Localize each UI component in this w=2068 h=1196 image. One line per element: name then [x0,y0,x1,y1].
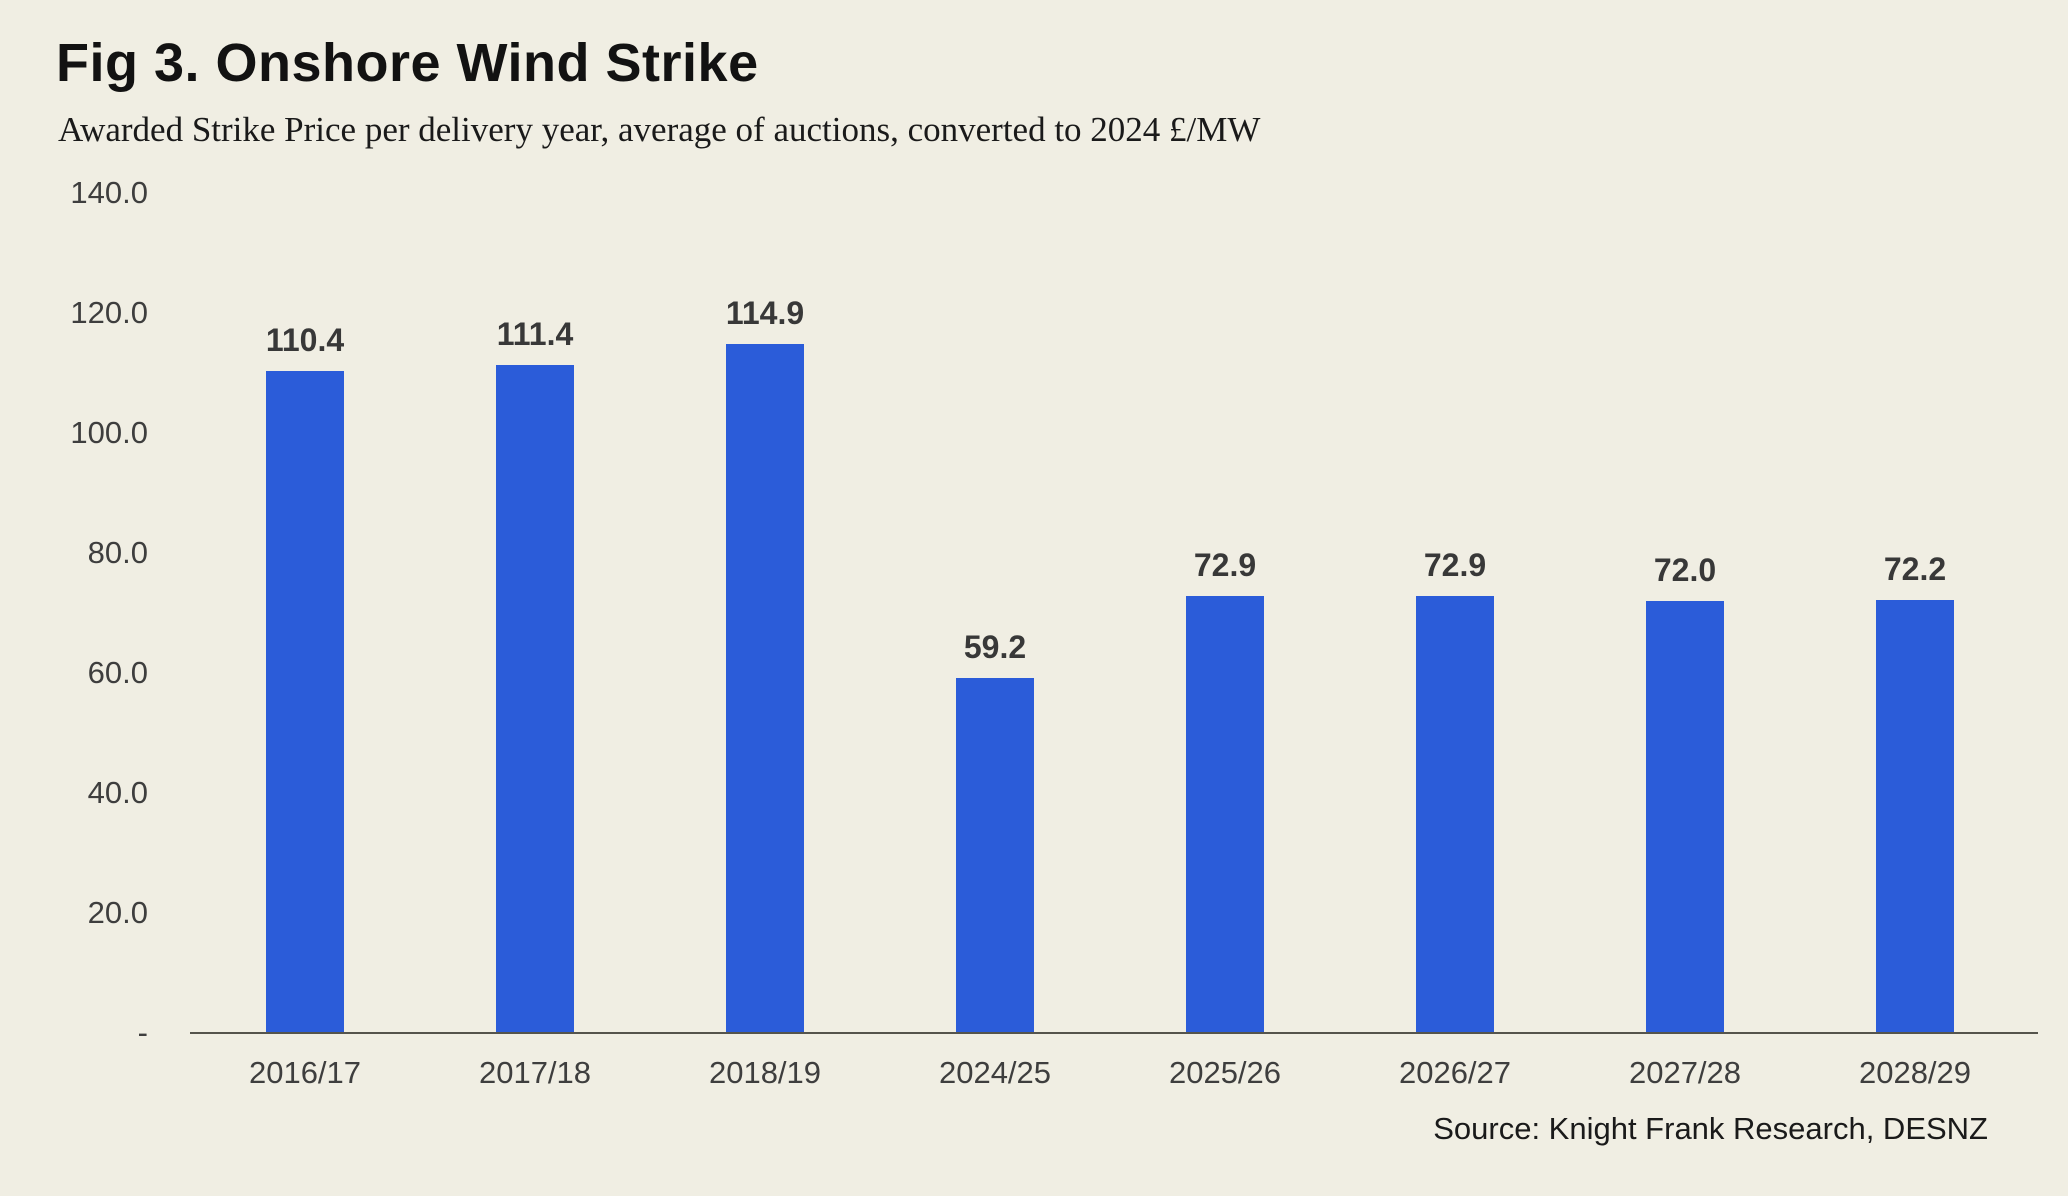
bar-value-label: 72.9 [1193,547,1257,583]
bar [726,344,804,1033]
bar [1876,600,1954,1033]
x-tick-label: 2016/17 [248,1055,362,1090]
bar [266,371,344,1033]
source-note: Source: Knight Frank Research, DESNZ [1433,1111,1988,1146]
x-tick-label: 2018/19 [708,1055,822,1090]
y-tick-label: 60.0 [87,655,148,690]
x-tick-label: 2024/25 [938,1055,1052,1090]
bar-value-label: 110.4 [265,322,345,358]
bar-value-label: 111.4 [496,316,574,352]
bar-value-label: 72.2 [1883,551,1947,587]
chart-title: Fig 3. Onshore Wind Strike [56,33,759,93]
y-tick-label: 40.0 [87,775,148,810]
x-axis-line [190,1032,2038,1034]
y-tick-label: 100.0 [70,415,148,450]
y-tick-label: 140.0 [70,175,148,210]
chart-subtitle: Awarded Strike Price per delivery year, … [58,110,1261,149]
x-tick-label: 2028/29 [1858,1055,1972,1090]
bar [496,365,574,1033]
x-tick-label: 2025/26 [1168,1055,1282,1090]
bar-value-label: 59.2 [963,629,1027,665]
bar [1186,596,1264,1033]
y-tick-label: 80.0 [87,535,148,570]
y-tick-label: - [137,1015,148,1050]
x-tick-label: 2017/18 [478,1055,592,1090]
bar [1646,601,1724,1033]
bar [956,678,1034,1033]
bar [1416,596,1494,1033]
y-tick-label: 120.0 [70,295,148,330]
x-tick-label: 2026/27 [1398,1055,1512,1090]
x-tick-label: 2027/28 [1628,1055,1742,1090]
bar-value-label: 72.9 [1423,547,1487,583]
y-tick-label: 20.0 [87,895,148,930]
bar-value-label: 114.9 [725,295,805,331]
bar-value-label: 72.0 [1653,552,1717,588]
